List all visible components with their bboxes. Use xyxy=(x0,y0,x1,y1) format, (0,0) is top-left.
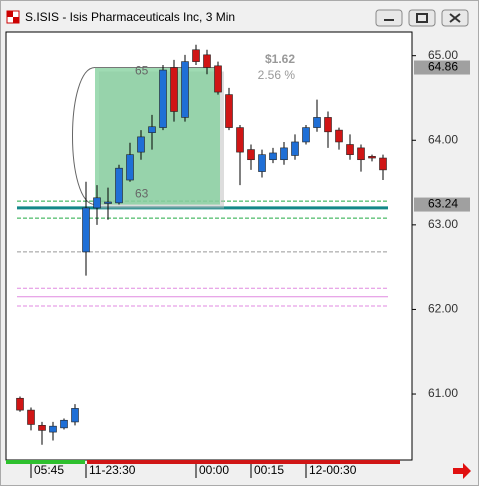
candle-body xyxy=(126,154,134,181)
candle-body xyxy=(60,419,68,429)
candle-body xyxy=(104,201,112,204)
candle-body xyxy=(170,67,178,112)
price-tag xyxy=(414,197,470,212)
candle-body xyxy=(324,117,332,133)
session-bar xyxy=(6,460,85,464)
candle-body xyxy=(181,61,189,118)
app-icon xyxy=(6,10,20,24)
x-tick-label: 00:15 xyxy=(254,463,284,477)
candle-body xyxy=(148,126,156,133)
x-tick-label: 05:45 xyxy=(34,463,64,477)
candle-body xyxy=(379,157,387,171)
close-button[interactable] xyxy=(441,9,469,27)
measure-arc xyxy=(72,67,96,206)
candle-body xyxy=(291,141,299,156)
price-tag-label: 64.86 xyxy=(428,60,458,74)
measure-percent: 2.56 % xyxy=(258,68,296,82)
candle-body xyxy=(137,136,145,153)
candle-body xyxy=(313,117,321,128)
candle-body xyxy=(16,397,24,411)
candle-body xyxy=(82,207,90,253)
candle-body xyxy=(159,69,167,128)
max-button[interactable] xyxy=(408,9,436,27)
candle-body xyxy=(236,127,244,153)
x-tick-label: 00:00 xyxy=(199,463,229,477)
measure-high-label: 65 xyxy=(135,64,149,78)
session-bar xyxy=(87,460,400,464)
y-tick-label: 62.00 xyxy=(428,302,458,316)
candle-body xyxy=(258,154,266,172)
y-tick-label: 64.00 xyxy=(428,132,458,146)
candle-body xyxy=(335,129,343,143)
candle-body xyxy=(225,94,233,128)
candle-body xyxy=(49,425,57,433)
x-tick-label: 11-23:30 xyxy=(89,463,136,477)
y-tick-label: 61.00 xyxy=(428,386,458,400)
scroll-arrow[interactable] xyxy=(453,463,471,479)
candle-body xyxy=(280,147,288,161)
candle-body xyxy=(368,156,376,159)
candle-body xyxy=(302,127,310,143)
candle-body xyxy=(27,409,35,425)
min-button[interactable] xyxy=(375,9,403,27)
measure-box xyxy=(95,67,220,205)
candle-body xyxy=(346,144,354,155)
x-tick-label: 12-00:30 xyxy=(309,463,357,477)
measure-change: $1.62 xyxy=(265,52,295,66)
window-title: S.ISIS - Isis Pharmaceuticals Inc, 3 Min xyxy=(25,10,235,24)
y-tick-label: 65.00 xyxy=(428,48,458,62)
candle-body xyxy=(214,65,222,93)
candle-body xyxy=(71,408,79,423)
candle-body xyxy=(247,149,255,161)
y-tick-label: 63.00 xyxy=(428,217,458,231)
candle-body xyxy=(38,425,46,431)
measure-low-label: 63 xyxy=(135,187,149,201)
candle-body xyxy=(192,49,200,62)
price-tag-label: 63.24 xyxy=(428,197,458,211)
candle-body xyxy=(93,197,101,209)
candle-body xyxy=(115,167,123,204)
candle-body xyxy=(269,152,277,161)
chart: 65.00 64.00 63.00 62.00 61.00 65 63 $1.62 2.56 %… xyxy=(16,44,470,478)
price-tag xyxy=(414,60,470,75)
candle-body xyxy=(203,54,211,68)
candle-body xyxy=(357,147,365,161)
